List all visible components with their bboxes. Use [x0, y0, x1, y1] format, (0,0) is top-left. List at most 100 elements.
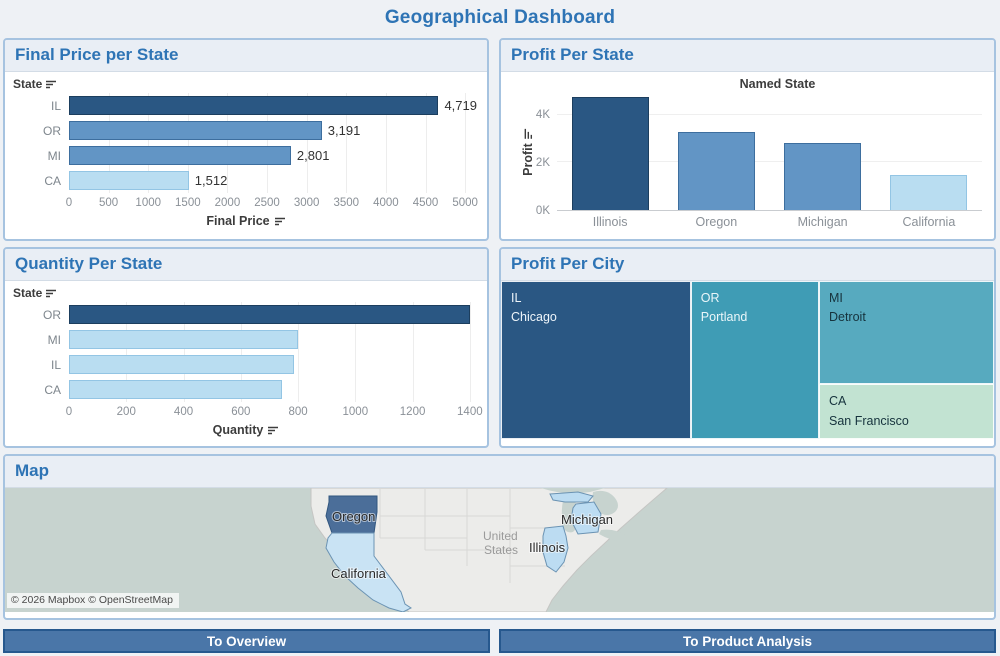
x-tick-label: 200 — [116, 406, 136, 418]
panel-title: Final Price per State — [5, 40, 487, 72]
sort-icon[interactable] — [523, 128, 533, 140]
map-label-michigan: Michigan — [561, 512, 613, 527]
profit-treemap: IL Chicago OR Portland MI Detroit CA San Franci… — [501, 281, 994, 439]
bar-OR[interactable] — [69, 121, 322, 140]
x-tick-label: 4000 — [373, 197, 399, 209]
bar-value-label: 1,512 — [194, 173, 228, 188]
row-header-label: State — [13, 286, 43, 300]
map-label-illinois: Illinois — [529, 540, 566, 555]
bar-CA[interactable] — [69, 171, 189, 190]
to-overview-button[interactable]: To Overview — [3, 629, 490, 653]
bar-category-label: Michigan — [797, 215, 848, 229]
y-tick-label: 2K — [535, 156, 550, 169]
panel-title: Map — [5, 456, 994, 488]
panel-title: Profit Per City — [501, 249, 994, 281]
bar-MI[interactable] — [69, 146, 291, 165]
profit-column-chart: Named State Profit 0K 2K 4K Illinois Oregon… — [501, 77, 994, 229]
svg-text:States: States — [484, 543, 518, 557]
x-axis-title: Quantity — [212, 423, 264, 437]
bar-Michigan[interactable] — [784, 143, 862, 210]
sort-icon[interactable] — [274, 216, 286, 226]
x-tick-label: 4500 — [412, 197, 439, 209]
bar-Illinois[interactable] — [571, 96, 649, 210]
lake-superior — [541, 488, 605, 494]
treemap-state-label: OR — [700, 291, 720, 305]
page-title: Geographical Dashboard — [384, 7, 616, 28]
panel-map: Map Oregon California — [3, 454, 996, 620]
state-illinois[interactable] — [542, 525, 569, 573]
bar-category-label: OR — [43, 307, 61, 322]
treemap-state-label: CA — [828, 394, 847, 409]
treemap-block[interactable]: OR Portland — [690, 281, 819, 439]
map-canvas[interactable]: Oregon California Michigan Illinois Unit… — [5, 488, 994, 612]
to-product-analysis-button[interactable]: To Product Analysis — [499, 629, 996, 653]
treemap-city-label: San Francisco — [828, 413, 909, 428]
x-tick-label: 1500 — [175, 197, 201, 209]
bar-CA[interactable] — [69, 380, 283, 399]
sort-icon[interactable] — [46, 79, 57, 89]
map-label-california: California — [331, 566, 387, 581]
lake-erie — [599, 529, 627, 542]
bar-category-label: CA — [44, 173, 61, 188]
treemap-city-label: Chicago — [511, 310, 557, 325]
bar-category-label: CA — [44, 382, 61, 397]
bar-Oregon[interactable] — [677, 132, 755, 210]
x-tick-label: 0 — [65, 197, 73, 209]
bar-category-label: IL — [50, 98, 61, 113]
x-tick-label: 600 — [231, 406, 251, 418]
bar-category-label: MI — [47, 332, 61, 347]
x-tick-label: 400 — [173, 406, 194, 418]
bar-category-label: IL — [50, 357, 61, 372]
x-tick-label: 3000 — [293, 197, 320, 209]
x-tick-label: 1400 — [457, 406, 483, 418]
state-michigan[interactable] — [570, 501, 602, 535]
x-tick-label: 1000 — [135, 197, 162, 209]
bar-category-label: Oregon — [695, 215, 738, 229]
treemap-state-label: IL — [511, 291, 522, 305]
x-tick-label: 2000 — [214, 197, 241, 209]
treemap-block[interactable]: MI Detroit — [818, 281, 994, 385]
x-tick-label: 800 — [288, 406, 308, 418]
y-tick-label: 4K — [535, 108, 550, 121]
quantity-bar-chart: State OR MI IL CA 0 200 400 600 800 1000 1200 1400… — [5, 286, 487, 437]
treemap-state-label: MI — [828, 291, 843, 305]
sort-icon[interactable] — [46, 288, 57, 298]
treemap-block[interactable]: IL Chicago — [501, 281, 691, 439]
x-tick-label: 2500 — [254, 197, 280, 209]
x-axis-title: Final Price — [206, 214, 270, 228]
x-tick-label: 3500 — [333, 197, 360, 209]
x-tick-label: 0 — [65, 406, 73, 418]
panel-title: Quantity Per State — [5, 249, 487, 281]
panel-title: Profit Per State — [501, 40, 994, 72]
bar-category-label: OR — [43, 123, 61, 138]
y-tick-label: 0K — [535, 205, 550, 217]
bar-California[interactable] — [890, 175, 968, 210]
x-tick-label: 5000 — [452, 197, 478, 209]
bar-IL[interactable] — [69, 96, 439, 115]
map-label-oregon: Oregon — [332, 509, 375, 524]
bar-IL[interactable] — [69, 355, 294, 374]
x-tick-label: 1000 — [342, 406, 369, 418]
row-header-label: State — [13, 77, 43, 91]
map-label-united-states: United — [483, 529, 518, 543]
treemap-city-label: Portland — [700, 310, 748, 325]
panel-profit-per-city: Profit Per City IL Chicago OR Portland MI Det… — [499, 247, 996, 448]
map-attribution[interactable]: © 2026 Mapbox © OpenStreetMap — [7, 593, 179, 608]
x-tick-label: 500 — [99, 197, 119, 209]
bar-OR[interactable] — [69, 305, 470, 324]
bar-category-label: California — [902, 215, 956, 229]
bar-value-label: 3,191 — [327, 123, 361, 138]
bar-MI[interactable] — [69, 330, 299, 349]
treemap-block[interactable]: CA San Francisco — [818, 384, 994, 439]
panel-profit-per-state: Profit Per State Named State Profit 0K 2K… — [499, 38, 996, 241]
panel-quantity-per-state: Quantity Per State State OR MI IL CA 0 200 40… — [3, 247, 489, 448]
panel-final-price-per-state: Final Price per State State IL OR MI CA 4,7… — [3, 38, 489, 241]
final-price-bar-chart: State IL OR MI CA 4,719 3,191 2,801 1,512 0 500… — [5, 77, 487, 228]
sort-icon[interactable] — [268, 425, 279, 435]
treemap-city-label: Detroit — [828, 310, 866, 325]
lake-huron — [592, 490, 618, 515]
bar-category-label: Illinois — [592, 215, 628, 229]
state-california[interactable] — [325, 532, 412, 612]
state-michigan-up[interactable] — [549, 491, 594, 503]
bar-value-label: 4,719 — [444, 98, 477, 113]
